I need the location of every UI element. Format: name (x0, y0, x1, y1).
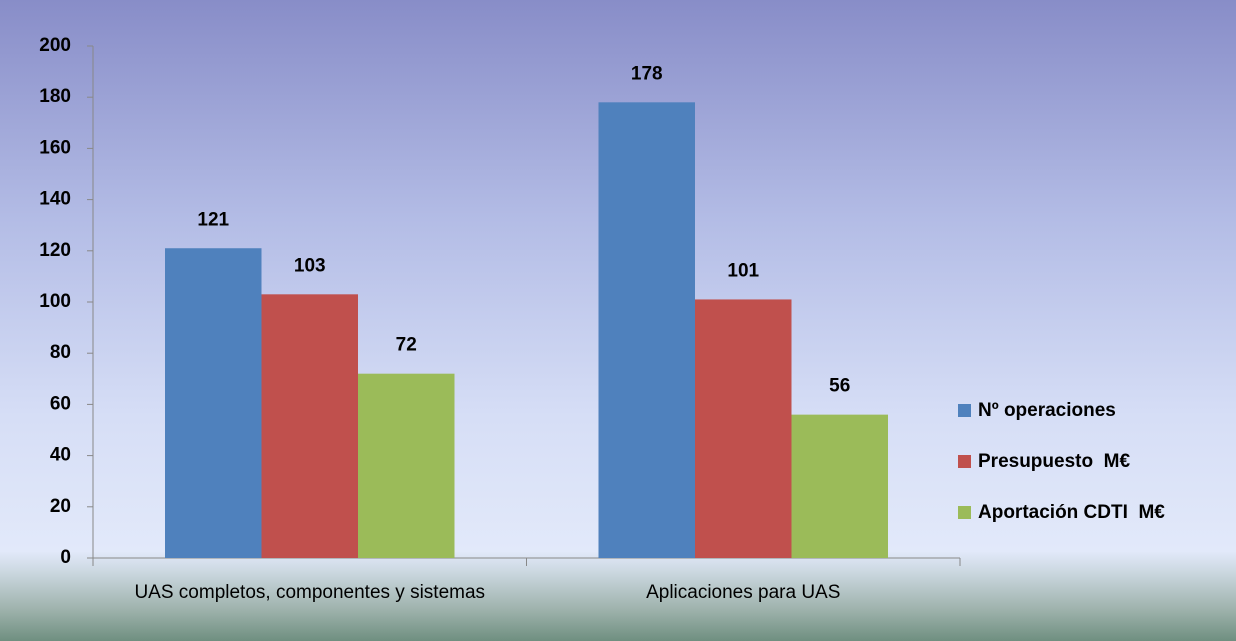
bar (358, 373, 455, 558)
bar (598, 102, 695, 558)
x-tick-label: Aplicaciones para UAS (646, 582, 841, 603)
y-tick-label: 80 (50, 342, 71, 363)
legend-swatch (958, 455, 971, 468)
data-label: 72 (396, 335, 417, 356)
bar (165, 248, 262, 559)
legend-label: Nº operaciones (978, 400, 1116, 421)
y-tick-label: 180 (39, 86, 71, 107)
legend-swatch (958, 404, 971, 417)
legend-swatch (958, 506, 971, 519)
legend-label: Presupuesto M€ (978, 451, 1130, 472)
y-tick-label: 160 (39, 137, 71, 158)
y-tick-label: 40 (50, 445, 71, 466)
data-label: 101 (727, 260, 759, 281)
bar (695, 299, 792, 558)
data-label: 103 (294, 255, 326, 276)
y-tick-label: 200 (39, 35, 71, 56)
data-label: 178 (631, 63, 663, 84)
y-tick-label: 100 (39, 291, 71, 312)
x-tick-label: UAS completos, componentes y sistemas (134, 582, 486, 603)
y-tick-label: 120 (39, 240, 71, 261)
data-label: 56 (829, 376, 850, 397)
data-label: 121 (197, 209, 229, 230)
y-tick-label: 20 (50, 496, 71, 517)
y-tick-label: 140 (39, 189, 71, 210)
bar (791, 414, 888, 558)
y-tick-label: 0 (60, 547, 71, 568)
bar (261, 294, 358, 558)
y-tick-label: 60 (50, 393, 71, 414)
legend-label: Aportación CDTI M€ (978, 502, 1165, 523)
